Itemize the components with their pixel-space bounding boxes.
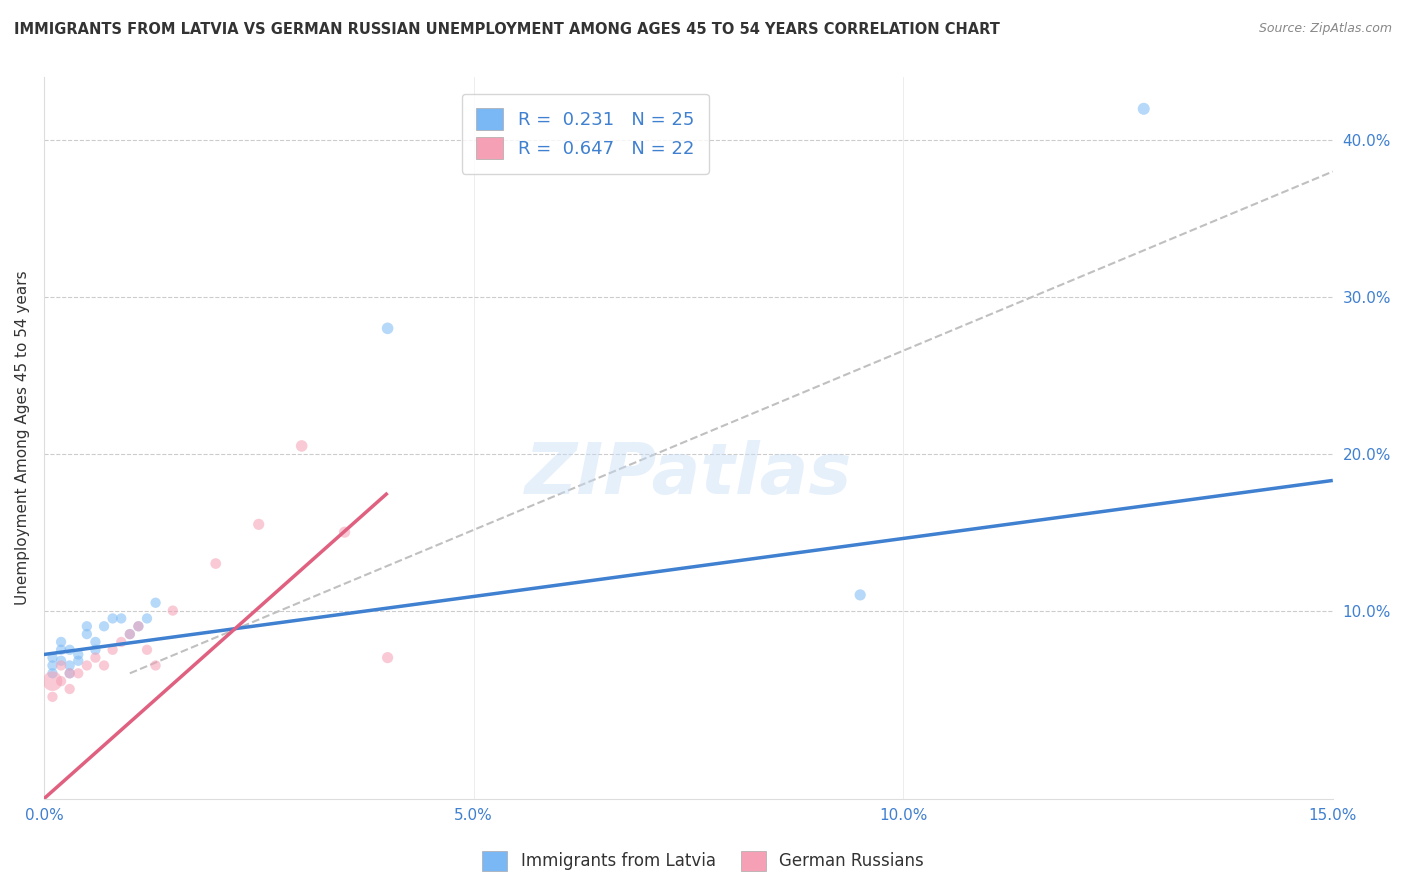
Point (136, 611, 159, 625)
Point (377, 321, 399, 335)
Point (59, 642, 82, 657)
Point (127, 619, 149, 633)
Point (76, 627, 98, 641)
Point (76, 619, 98, 633)
Point (59, 658, 82, 673)
Point (84, 650, 107, 665)
Point (41, 674, 63, 689)
Point (145, 658, 167, 673)
Point (101, 642, 124, 657)
Point (41, 658, 63, 673)
Point (118, 627, 141, 641)
Text: ZIPatlas: ZIPatlas (524, 440, 852, 508)
Point (41, 666, 63, 681)
Point (49, 654, 72, 668)
Point (333, 525, 356, 540)
Point (49, 674, 72, 689)
Point (84, 642, 107, 657)
Point (377, 650, 399, 665)
Point (849, 588, 872, 602)
Point (136, 642, 159, 657)
Point (127, 619, 149, 633)
Point (67, 654, 90, 668)
Point (49, 635, 72, 649)
Point (59, 681, 82, 696)
Point (49, 658, 72, 673)
Text: IMMIGRANTS FROM LATVIA VS GERMAN RUSSIAN UNEMPLOYMENT AMONG AGES 45 TO 54 YEARS : IMMIGRANTS FROM LATVIA VS GERMAN RUSSIAN… (14, 22, 1000, 37)
Point (204, 557, 226, 571)
Point (84, 635, 107, 649)
Point (110, 635, 132, 649)
Point (291, 439, 314, 453)
Point (1132, 102, 1154, 116)
Point (101, 611, 124, 625)
Point (145, 596, 167, 610)
Point (76, 658, 98, 673)
Point (59, 666, 82, 681)
Point (110, 611, 132, 625)
Y-axis label: Unemployment Among Ages 45 to 54 years: Unemployment Among Ages 45 to 54 years (15, 271, 30, 606)
Point (59, 666, 82, 681)
Point (41, 690, 63, 704)
Point (118, 627, 141, 641)
Point (93, 658, 115, 673)
Legend: Immigrants from Latvia, German Russians: Immigrants from Latvia, German Russians (474, 842, 932, 880)
Point (49, 642, 72, 657)
Point (67, 648, 90, 662)
Text: Source: ZipAtlas.com: Source: ZipAtlas.com (1258, 22, 1392, 36)
Point (41, 650, 63, 665)
Legend: R =  0.231   N = 25, R =  0.647   N = 22: R = 0.231 N = 25, R = 0.647 N = 22 (461, 94, 709, 174)
Point (247, 517, 270, 532)
Point (93, 619, 115, 633)
Point (162, 604, 184, 618)
Point (67, 666, 90, 681)
